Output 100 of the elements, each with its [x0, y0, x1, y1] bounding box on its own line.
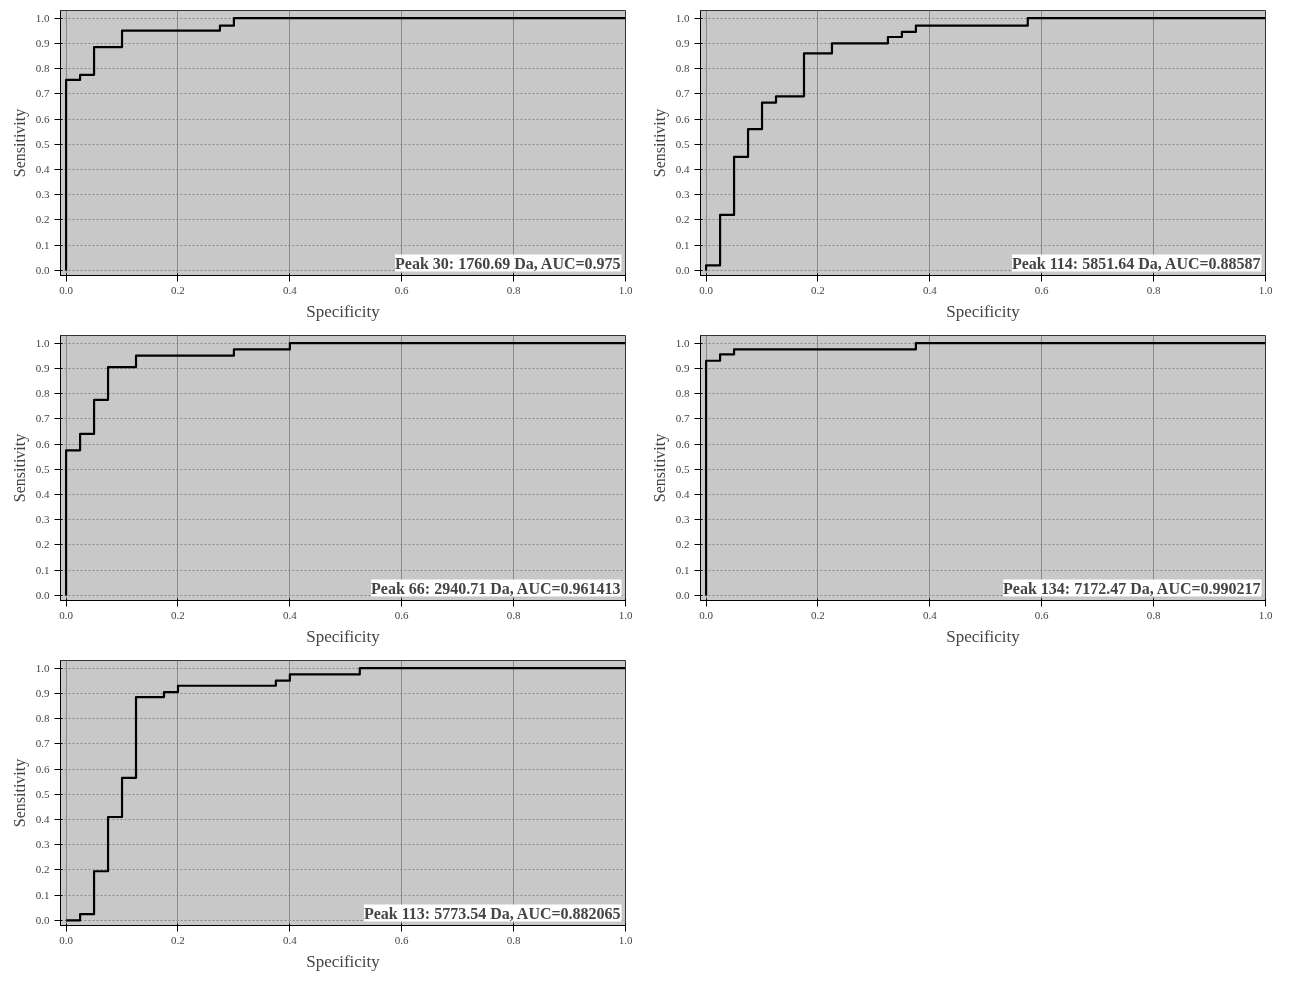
- y-tick-label: 0.6: [35, 437, 50, 450]
- x-tick-label: 1.0: [618, 933, 633, 946]
- y-tick-label: 0.4: [675, 163, 690, 175]
- y-tick-label: 0.7: [35, 412, 50, 425]
- y-tick-label: 0.8: [35, 712, 50, 725]
- x-tick-label: 0.6: [394, 283, 410, 296]
- x-tick-label: 1.0: [618, 608, 633, 621]
- y-tick-label: 1.0: [675, 336, 690, 349]
- x-tick-label: 1.0: [1258, 283, 1273, 296]
- y-tick-label: 0.7: [675, 87, 690, 100]
- y-tick-label: 0.1: [35, 888, 50, 901]
- y-tick-label: 0.1: [35, 238, 50, 251]
- x-tick-label: 0.0: [59, 283, 74, 296]
- y-tick-label: 1.0: [675, 11, 690, 24]
- y-tick-label: 0.5: [675, 137, 690, 150]
- x-tick-label: 1.0: [618, 283, 633, 296]
- annotation: Peak 66: 2940.71 Da, AUC=0.961413: [371, 579, 621, 597]
- y-tick-label: 0.8: [35, 62, 50, 75]
- x-tick-label: 0.6: [1034, 283, 1050, 296]
- x-tick-label: 0.4: [282, 283, 298, 296]
- x-tick-label: 0.6: [1034, 608, 1050, 621]
- x-axis-title: Specificity: [946, 301, 1021, 321]
- y-tick-label: 1.0: [35, 336, 50, 349]
- y-tick-label: 0.0: [675, 263, 690, 276]
- y-tick-label: 0.9: [675, 36, 690, 49]
- y-tick-label: 0.2: [675, 538, 690, 551]
- y-tick-label: 0.9: [35, 361, 50, 374]
- x-tick-label: 0.8: [506, 933, 521, 946]
- y-tick-label: 0.0: [675, 588, 690, 601]
- y-tick-label: 0.5: [675, 462, 690, 475]
- y-tick-label: 0.2: [35, 863, 50, 876]
- annotation: Peak 113: 5773.54 Da, AUC=0.882065: [363, 904, 621, 922]
- x-tick-label: 0.8: [506, 608, 521, 621]
- y-tick-label: 0.2: [35, 213, 50, 226]
- y-tick-label: 0.0: [35, 588, 50, 601]
- x-tick-label: 0.6: [394, 608, 410, 621]
- x-tick-label: 0.8: [1146, 283, 1161, 296]
- y-tick-label: 0.2: [675, 213, 690, 226]
- y-axis-title: Sensitivity: [10, 433, 29, 503]
- y-tick-label: 0.6: [35, 762, 50, 775]
- y-axis-title: Sensitivity: [650, 108, 669, 178]
- x-axis-title: Specificity: [306, 301, 381, 321]
- x-tick-label: 0.0: [59, 608, 74, 621]
- y-tick-label: 0.6: [675, 112, 690, 125]
- y-tick-label: 1.0: [35, 661, 50, 674]
- x-tick-label: 0.0: [699, 283, 714, 296]
- y-tick-label: 0.3: [675, 188, 690, 201]
- x-tick-label: 0.4: [922, 283, 938, 296]
- y-tick-label: 0.9: [35, 36, 50, 49]
- y-tick-label: 0.4: [675, 488, 690, 500]
- y-tick-label: 0.2: [35, 538, 50, 551]
- x-tick-label: 0.6: [394, 933, 410, 946]
- y-tick-label: 0.8: [675, 387, 690, 400]
- y-axis-title: Sensitivity: [10, 758, 29, 828]
- y-tick-label: 0.0: [35, 263, 50, 276]
- x-tick-label: 0.2: [171, 608, 185, 621]
- y-tick-label: 0.8: [35, 387, 50, 400]
- y-tick-label: 0.0: [35, 913, 50, 926]
- y-tick-label: 0.5: [35, 462, 50, 475]
- x-tick-label: 0.2: [811, 283, 825, 296]
- y-tick-label: 0.7: [675, 412, 690, 425]
- x-axis-title: Specificity: [306, 951, 381, 971]
- y-tick-label: 0.8: [675, 62, 690, 75]
- y-tick-label: 0.5: [35, 787, 50, 800]
- x-tick-label: 0.2: [171, 283, 185, 296]
- x-tick-label: 0.8: [1146, 608, 1161, 621]
- y-tick-label: 0.7: [35, 737, 50, 750]
- x-tick-label: 0.8: [506, 283, 521, 296]
- x-axis-title: Specificity: [946, 626, 1021, 646]
- y-tick-label: 0.4: [35, 163, 50, 175]
- y-tick-label: 0.1: [675, 238, 690, 251]
- y-axis-title: Sensitivity: [650, 433, 669, 503]
- annotation: Peak 30: 1760.69 Da, AUC=0.975: [395, 254, 621, 272]
- x-tick-label: 0.0: [59, 933, 74, 946]
- annotation: Peak 134: 7172.47 Da, AUC=0.990217: [1003, 579, 1261, 597]
- y-tick-label: 0.3: [35, 513, 50, 526]
- y-axis-title: Sensitivity: [10, 108, 29, 178]
- y-tick-label: 0.4: [35, 488, 50, 500]
- x-tick-label: 0.0: [699, 608, 714, 621]
- x-tick-label: 0.4: [282, 608, 298, 621]
- x-tick-label: 0.2: [171, 933, 185, 946]
- x-tick-label: 0.4: [282, 933, 298, 946]
- x-axis-title: Specificity: [306, 626, 381, 646]
- y-tick-label: 0.3: [35, 188, 50, 201]
- y-tick-label: 0.6: [35, 112, 50, 125]
- y-tick-label: 1.0: [35, 11, 50, 24]
- y-tick-label: 0.1: [675, 563, 690, 576]
- y-tick-label: 0.5: [35, 137, 50, 150]
- y-tick-label: 0.1: [35, 563, 50, 576]
- y-tick-label: 0.6: [675, 437, 690, 450]
- y-tick-label: 0.4: [35, 813, 50, 825]
- y-tick-label: 0.7: [35, 87, 50, 100]
- y-tick-label: 0.9: [35, 686, 50, 699]
- y-tick-label: 0.9: [675, 361, 690, 374]
- y-tick-label: 0.3: [675, 513, 690, 526]
- x-tick-label: 1.0: [1258, 608, 1273, 621]
- y-tick-label: 0.3: [35, 838, 50, 851]
- annotation: Peak 114: 5851.64 Da, AUC=0.88587: [1011, 254, 1261, 272]
- x-tick-label: 0.4: [922, 608, 938, 621]
- x-tick-label: 0.2: [811, 608, 825, 621]
